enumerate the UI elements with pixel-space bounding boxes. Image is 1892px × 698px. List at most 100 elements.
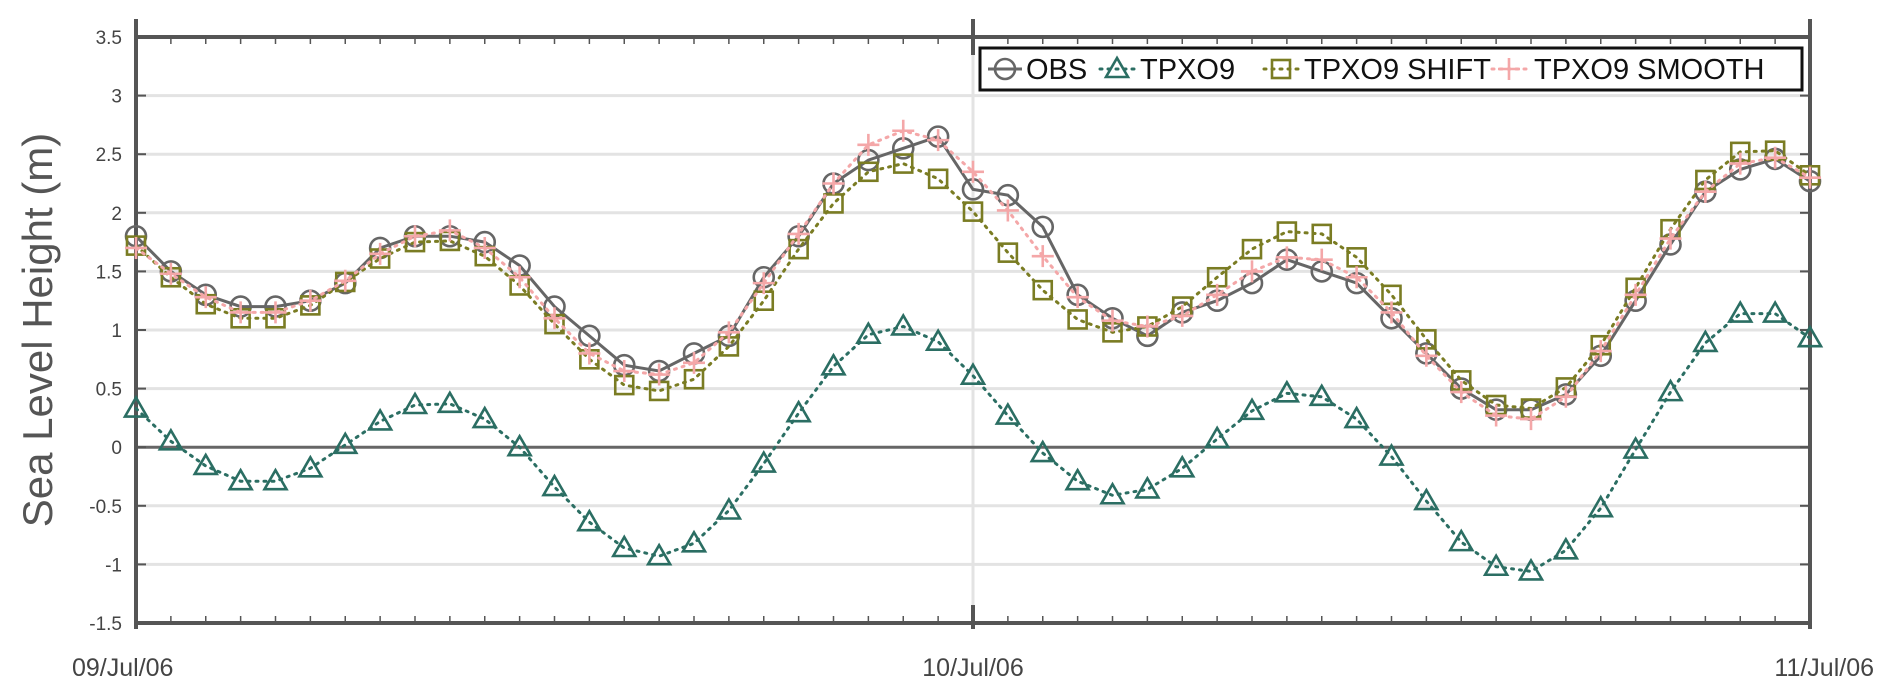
- data-point: [855, 321, 882, 344]
- data-point: [1275, 246, 1298, 269]
- data-point: [785, 399, 812, 423]
- data-point: [927, 168, 949, 190]
- data-point: [157, 427, 185, 451]
- data-point: [996, 199, 1019, 222]
- data-point: [717, 321, 740, 344]
- data-point: [857, 133, 880, 156]
- data-point: [962, 160, 984, 183]
- data-point: [1764, 146, 1787, 169]
- series-tpxo9: [122, 299, 1824, 581]
- data-point: [1171, 304, 1194, 327]
- data-point: [1203, 425, 1231, 449]
- legend-item: TPXO9 SHIFT: [1262, 54, 1491, 86]
- data-point: [1589, 340, 1612, 363]
- data-point: [1378, 442, 1405, 466]
- x-tick-label: 10/Jul/06: [922, 654, 1023, 682]
- data-point: [366, 407, 394, 431]
- axes: [134, 19, 1812, 629]
- data-point: [194, 286, 217, 309]
- data-point: [1031, 245, 1054, 268]
- data-point: [962, 201, 984, 222]
- data-point: [297, 454, 324, 478]
- data-point: [1415, 344, 1438, 367]
- data-point: [750, 450, 778, 473]
- data-point: [227, 467, 254, 491]
- data-point: [122, 394, 150, 418]
- data-point: [404, 225, 426, 248]
- data-point: [1168, 454, 1196, 478]
- data-point: [1729, 152, 1752, 175]
- legend-marker: [993, 57, 1017, 81]
- data-point: [192, 452, 220, 476]
- data-point: [473, 236, 496, 259]
- data-point: [889, 312, 917, 336]
- y-tick-label: 1.5: [96, 262, 122, 283]
- data-point: [262, 467, 289, 491]
- data-point: [1031, 215, 1055, 239]
- data-point: [1276, 221, 1298, 242]
- legend-item: TPXO9: [1098, 54, 1235, 86]
- data-point: [997, 242, 1019, 263]
- data-point: [752, 272, 775, 295]
- data-point: [613, 360, 636, 383]
- data-point: [1799, 166, 1821, 189]
- y-axis-label: Sea Level Height (m): [14, 133, 61, 528]
- data-point: [578, 342, 601, 365]
- data-point: [1311, 223, 1333, 245]
- data-point: [683, 351, 705, 374]
- data-point: [334, 269, 357, 292]
- data-point: [892, 153, 914, 174]
- data-point: [369, 242, 392, 265]
- data-point: [1241, 238, 1263, 260]
- y-tick-label: 2: [111, 204, 122, 225]
- data-point: [331, 431, 359, 455]
- data-point: [576, 508, 603, 532]
- data-point: [508, 266, 531, 289]
- data-point: [1552, 536, 1580, 560]
- data-point: [715, 496, 743, 520]
- data-point: [159, 262, 182, 285]
- data-point: [1761, 299, 1789, 323]
- data-point: [436, 390, 464, 414]
- data-point: [1413, 487, 1440, 511]
- legend-marker: [1103, 55, 1131, 79]
- data-point: [471, 405, 499, 429]
- data-point: [645, 542, 673, 566]
- x-tick-label: 09/Jul/06: [72, 654, 173, 682]
- y-tick-label: 3.5: [96, 28, 122, 49]
- legend-label: TPXO9 SHIFT: [1304, 54, 1491, 86]
- y-tick-label: 0.5: [96, 380, 122, 401]
- data-point: [438, 219, 461, 242]
- x-tick-label: 11/Jul/06: [1774, 654, 1874, 682]
- data-point: [822, 172, 845, 195]
- series-group: [122, 119, 1824, 581]
- data-point: [1796, 324, 1824, 348]
- data-point: [787, 222, 810, 245]
- data-point: [1206, 283, 1229, 306]
- legend-label: OBS: [1026, 54, 1087, 86]
- data-point: [1273, 379, 1301, 403]
- data-point: [1029, 439, 1057, 463]
- data-point: [1310, 248, 1333, 271]
- legend-marker: [1498, 58, 1520, 80]
- data-point: [927, 129, 950, 152]
- y-tick-label: -0.5: [89, 497, 122, 518]
- data-point: [1343, 405, 1370, 429]
- data-point: [820, 352, 847, 376]
- y-tick-label: -1: [105, 555, 122, 576]
- data-point: [1692, 329, 1719, 353]
- data-point: [401, 391, 429, 415]
- legend-marker: [1270, 58, 1292, 80]
- data-point: [924, 328, 952, 352]
- data-point: [1067, 309, 1088, 330]
- y-tick-label: 0: [111, 438, 122, 459]
- data-point: [506, 433, 533, 457]
- data-point: [1554, 385, 1577, 408]
- data-point: [1134, 475, 1161, 499]
- data-point: [1726, 299, 1754, 323]
- data-point: [229, 301, 252, 324]
- data-point: [1517, 557, 1545, 581]
- data-point: [1101, 309, 1124, 332]
- legend-item: TPXO9 SMOOTH: [1490, 54, 1764, 86]
